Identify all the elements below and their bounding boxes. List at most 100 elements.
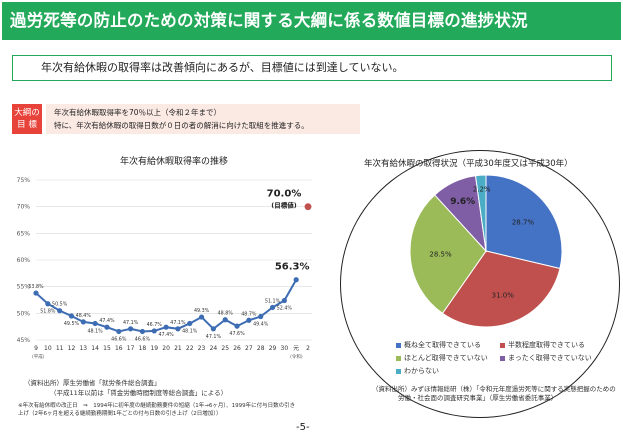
pie-value-label: 2.2% [473,185,491,193]
data-point [33,290,39,296]
data-point [246,317,252,323]
y-tick-label: 75% [17,177,31,184]
x-tick-label: 10 [44,345,52,352]
data-point [198,314,205,320]
x-tick-label: 17 [127,345,135,352]
data-point [187,320,193,327]
legend-swatch [396,355,401,361]
data-label: 47.6% [229,331,245,337]
legend-label: ほとんど取得できていない [404,354,488,362]
x-tick-label: 9 [34,345,38,352]
pie-slice [441,250,561,328]
x-tick-label: 30 [281,345,289,352]
y-tick-label: 55% [17,284,31,291]
line-chart: 45% 50% 55% 60% 65% 70% 75% 9 10 11 12 13 14 15 16 17 18… [0,160,335,379]
y-tick-label: 45% [17,337,31,344]
x-tick-label: 19 [150,345,158,352]
note-left-line1: ※年次有給休暇の改正日 ⇒ 1994年に初年度の継続勤務要件の短縮（1年→6ヶ月… [18,403,296,409]
data-label: 48.8% [218,311,234,317]
summary-box: 年次有給休暇の取得率は改善傾向にあるが、目標値には到達していない。 [12,55,612,81]
x-tick-label: 29 [269,345,277,352]
legend-item: ほとんど取得できていない [396,353,488,363]
x-tick-label: 28 [257,345,265,352]
goal-line1: 年次有給休暇取得率を70％以上（令和２年まで） [54,108,222,117]
data-point [210,326,216,332]
data-label: 46.7% [147,322,163,328]
x-tick-label: 18 [139,345,147,352]
line-chart-title: 年次有給休暇取得率の推移 [120,157,229,167]
x-tick-label: 12 [68,345,76,352]
page-number: -5- [296,422,310,433]
y-tick-label: 60% [17,257,31,264]
target-point [304,203,312,211]
source-right: （資料出所）みずほ情報総研（株）「令和元年度過労死等に関する実態把握のための 労… [372,385,616,403]
legend-label: まったく取得できていない [508,354,592,362]
data-point [234,323,240,329]
data-label: 48.7% [241,311,257,317]
data-point [151,328,157,334]
data-label: 49.4% [253,322,269,328]
data-point [281,297,287,304]
data-label: 48.1% [182,328,198,334]
data-label: 49.3% [194,308,210,314]
note-left: ※年次有給休暇の改正日 ⇒ 1994年に初年度の継続勤務要件の短縮（1年→6ヶ月… [18,402,295,418]
data-label: 51.1% [265,298,281,304]
pie-slice [474,174,487,252]
data-label: 48.4% [76,313,92,319]
pie-slice [409,194,487,315]
data-point [92,320,98,327]
x-tick-label: 14 [91,345,99,352]
data-label: 46.6% [135,336,151,342]
data-point [222,317,228,323]
x-tick-label: 23 [198,345,206,352]
y-tick-label: 70% [17,204,31,211]
legend-item: 概ね全て取得できている [396,340,481,350]
source-left-line2: （平成11年以前は「賃金労働時間制度等総合調査」による） [50,389,228,397]
data-label: 47.4% [158,332,174,338]
data-label: 49.5% [64,321,80,327]
x-tick-label: 2 [306,345,310,352]
pie-value-label: 31.0% [492,292,515,300]
data-point [68,313,75,319]
data-label: 53.8% [28,284,44,290]
x-tick-label: 15 [103,345,111,352]
legend-item: わからない [396,366,439,376]
data-label: 47.1% [123,320,139,326]
source-left: （資料出所）厚生労働省「就労条件総合調査」 （平成11年以前は「賃金労働時間制度… [24,378,227,398]
data-point [116,328,122,335]
data-label: 50.5% [52,302,68,308]
data-point [80,319,86,325]
data-point [104,324,110,330]
pie-value-label: 28.7% [512,218,535,226]
legend-swatch [396,342,401,348]
x-tick-label: 16 [115,345,123,352]
data-point [57,308,63,314]
source-left-line1: （資料出所）厚生労働省「就労条件総合調査」 [24,379,161,387]
x-tick-label: 元 [293,345,299,352]
y-tick-label: 65% [17,230,31,237]
x-tick-label: 26 [233,345,241,352]
page-title-banner: 過労死等の防止のための対策に関する大綱に係る数値目標の進捗状況 [2,2,621,40]
legend-swatch [396,368,401,374]
y-tick-label: 50% [17,310,31,317]
data-label: 47.4% [99,318,115,324]
era-label: (令和) [290,353,303,360]
legend-swatch [500,355,505,361]
data-point [128,326,134,332]
data-label: 47.1% [206,334,222,340]
data-point [258,313,264,320]
data-label: 51.8% [40,309,56,315]
line-chart-svg: 45% 50% 55% 60% 65% 70% 75% 9 10 11 12 13 14 15 16 17 18… [17,177,312,360]
pie-chart-title: 年次有給休暇の取得状況（平成30年度又は平成30年） [364,159,573,169]
target-label: 70.0% [267,189,302,200]
data-label: 47.1% [170,320,186,326]
x-tick-label: 27 [245,345,253,352]
pie-chart-svg: 28.7% 31.0% 28.5% 9.6% 2.2% [409,174,563,328]
legend-item: まったく取得できていない [500,353,592,363]
data-label-latest: 56.3% [275,262,310,273]
source-right-line1: （資料出所）みずほ情報総研（株）「令和元年度過労死等に関する実態把握のための [372,385,616,393]
data-point [269,304,276,311]
pie-value-label: 9.6% [450,197,475,207]
target-sublabel: (目標値) [271,201,296,210]
data-point [163,324,169,330]
